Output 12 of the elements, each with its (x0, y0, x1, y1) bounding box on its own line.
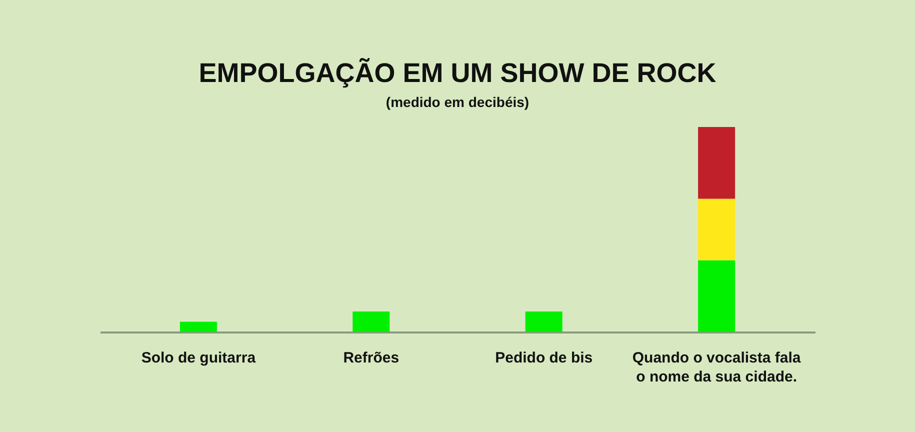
bar (525, 312, 562, 332)
bar (698, 260, 736, 332)
x-tick-label: Refrões (343, 350, 400, 366)
bar (352, 312, 390, 332)
bar (698, 127, 736, 199)
x-tick-label: Solo de guitarra (141, 350, 256, 366)
x-tick-label: Pedido de bis (495, 350, 593, 366)
chart-title: EMPOLGAÇÃO EM UM SHOW DE ROCK (198, 57, 717, 88)
chart-subtitle: (medido em decibéis) (386, 94, 530, 110)
bar (698, 198, 736, 260)
bar (180, 322, 217, 332)
x-tick-label: Quando o vocalista fala o nome da sua cidade. (632, 350, 802, 386)
